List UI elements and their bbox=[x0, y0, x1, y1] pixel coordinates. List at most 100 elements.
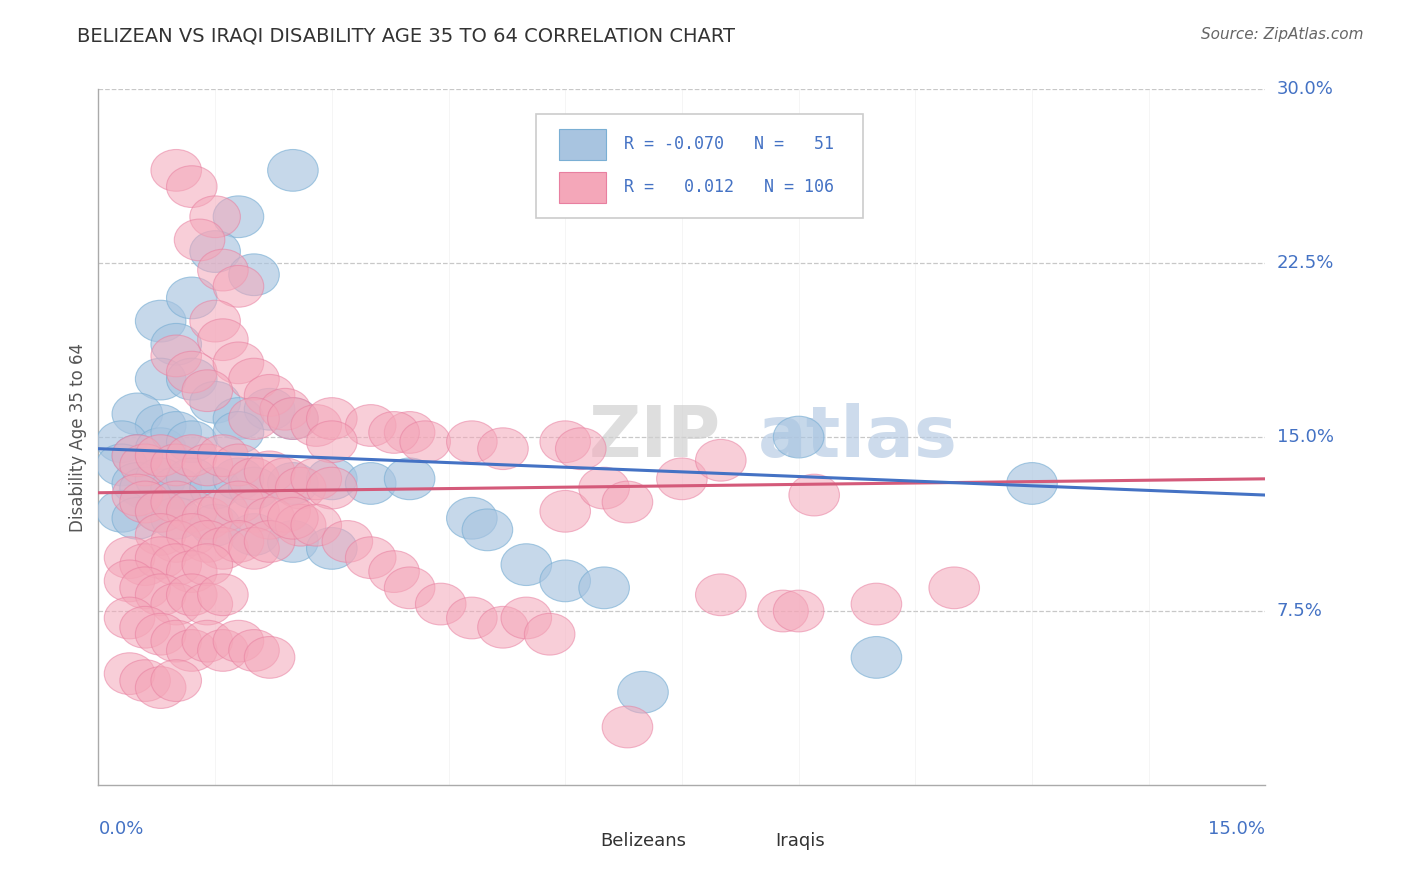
Ellipse shape bbox=[135, 405, 186, 446]
Ellipse shape bbox=[214, 266, 264, 307]
Ellipse shape bbox=[135, 537, 186, 579]
Ellipse shape bbox=[229, 398, 280, 440]
Ellipse shape bbox=[166, 277, 217, 318]
Ellipse shape bbox=[307, 467, 357, 509]
Text: ZIP: ZIP bbox=[589, 402, 721, 472]
Ellipse shape bbox=[112, 475, 163, 516]
Ellipse shape bbox=[267, 463, 318, 504]
Ellipse shape bbox=[198, 527, 249, 569]
Ellipse shape bbox=[214, 398, 264, 440]
Ellipse shape bbox=[229, 467, 280, 509]
Ellipse shape bbox=[758, 591, 808, 632]
Ellipse shape bbox=[346, 405, 396, 446]
Ellipse shape bbox=[276, 467, 326, 509]
Ellipse shape bbox=[773, 417, 824, 458]
Ellipse shape bbox=[150, 521, 201, 562]
Ellipse shape bbox=[190, 231, 240, 272]
Ellipse shape bbox=[166, 421, 217, 463]
Ellipse shape bbox=[120, 607, 170, 648]
Ellipse shape bbox=[346, 537, 396, 579]
Text: atlas: atlas bbox=[758, 402, 957, 472]
Ellipse shape bbox=[166, 491, 217, 533]
Ellipse shape bbox=[181, 521, 232, 562]
Text: 15.0%: 15.0% bbox=[1208, 820, 1265, 838]
Ellipse shape bbox=[214, 481, 264, 523]
Ellipse shape bbox=[696, 574, 747, 615]
Ellipse shape bbox=[696, 440, 747, 481]
Ellipse shape bbox=[190, 301, 240, 342]
FancyBboxPatch shape bbox=[717, 830, 761, 850]
Ellipse shape bbox=[97, 421, 148, 463]
Ellipse shape bbox=[260, 458, 311, 500]
Ellipse shape bbox=[245, 521, 295, 562]
Ellipse shape bbox=[150, 481, 201, 523]
Ellipse shape bbox=[540, 491, 591, 533]
Ellipse shape bbox=[150, 324, 201, 365]
Ellipse shape bbox=[447, 421, 498, 463]
Ellipse shape bbox=[120, 567, 170, 608]
Ellipse shape bbox=[384, 567, 434, 608]
Ellipse shape bbox=[267, 498, 318, 539]
Ellipse shape bbox=[135, 428, 186, 469]
Ellipse shape bbox=[150, 544, 201, 585]
Ellipse shape bbox=[501, 544, 551, 585]
Ellipse shape bbox=[166, 458, 217, 500]
FancyBboxPatch shape bbox=[560, 171, 606, 202]
Ellipse shape bbox=[229, 491, 280, 533]
Ellipse shape bbox=[384, 458, 434, 500]
Ellipse shape bbox=[307, 458, 357, 500]
Ellipse shape bbox=[929, 567, 980, 608]
Ellipse shape bbox=[368, 550, 419, 592]
Ellipse shape bbox=[166, 351, 217, 393]
Text: R =   0.012   N = 106: R = 0.012 N = 106 bbox=[624, 178, 834, 196]
Ellipse shape bbox=[1007, 463, 1057, 504]
Ellipse shape bbox=[555, 428, 606, 469]
Ellipse shape bbox=[120, 544, 170, 585]
Text: 0.0%: 0.0% bbox=[98, 820, 143, 838]
Ellipse shape bbox=[478, 428, 529, 469]
Ellipse shape bbox=[291, 504, 342, 546]
Ellipse shape bbox=[214, 521, 264, 562]
Ellipse shape bbox=[617, 672, 668, 713]
Ellipse shape bbox=[104, 597, 155, 639]
Text: 22.5%: 22.5% bbox=[1277, 254, 1334, 272]
Ellipse shape bbox=[229, 359, 280, 400]
Ellipse shape bbox=[120, 660, 170, 701]
Ellipse shape bbox=[260, 491, 311, 533]
Ellipse shape bbox=[478, 607, 529, 648]
Ellipse shape bbox=[267, 398, 318, 440]
Text: 15.0%: 15.0% bbox=[1277, 428, 1333, 446]
Ellipse shape bbox=[150, 620, 201, 662]
Ellipse shape bbox=[112, 434, 163, 476]
Ellipse shape bbox=[501, 597, 551, 639]
Ellipse shape bbox=[229, 630, 280, 672]
Ellipse shape bbox=[463, 509, 513, 550]
FancyBboxPatch shape bbox=[536, 113, 863, 218]
Text: 30.0%: 30.0% bbox=[1277, 80, 1333, 98]
Ellipse shape bbox=[135, 666, 186, 708]
Text: Belizeans: Belizeans bbox=[600, 831, 686, 849]
Ellipse shape bbox=[276, 504, 326, 546]
Ellipse shape bbox=[602, 706, 652, 747]
Ellipse shape bbox=[540, 560, 591, 602]
Ellipse shape bbox=[291, 458, 342, 500]
Ellipse shape bbox=[260, 388, 311, 430]
Ellipse shape bbox=[267, 150, 318, 191]
Ellipse shape bbox=[120, 444, 170, 486]
Ellipse shape bbox=[267, 398, 318, 440]
Ellipse shape bbox=[579, 567, 630, 608]
Ellipse shape bbox=[97, 491, 148, 533]
Ellipse shape bbox=[97, 444, 148, 486]
Ellipse shape bbox=[245, 637, 295, 678]
FancyBboxPatch shape bbox=[560, 128, 606, 160]
Ellipse shape bbox=[214, 196, 264, 237]
Ellipse shape bbox=[166, 434, 217, 476]
Ellipse shape bbox=[307, 421, 357, 463]
Ellipse shape bbox=[150, 411, 201, 453]
Ellipse shape bbox=[166, 166, 217, 208]
Ellipse shape bbox=[198, 630, 249, 672]
Ellipse shape bbox=[245, 498, 295, 539]
Ellipse shape bbox=[602, 481, 652, 523]
Ellipse shape bbox=[166, 359, 217, 400]
Text: Iraqis: Iraqis bbox=[775, 831, 825, 849]
